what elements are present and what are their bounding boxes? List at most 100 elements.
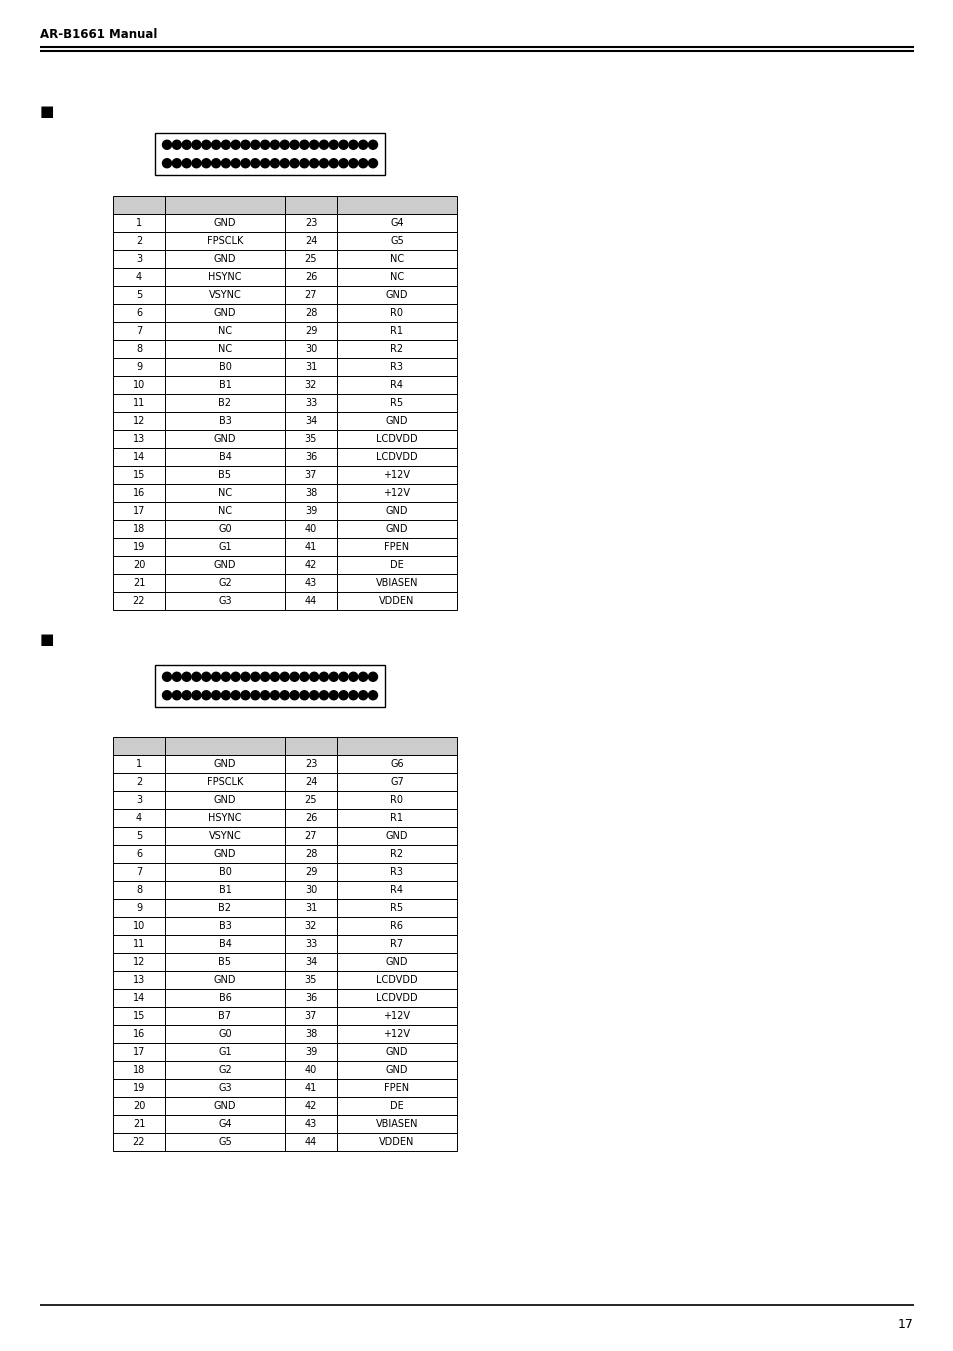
- Circle shape: [162, 158, 172, 168]
- Bar: [336, 755, 456, 773]
- Circle shape: [172, 158, 181, 168]
- Circle shape: [212, 141, 220, 149]
- Circle shape: [172, 141, 181, 149]
- Circle shape: [310, 690, 318, 700]
- Bar: [336, 358, 456, 376]
- Bar: [285, 358, 336, 376]
- Text: 15: 15: [132, 1011, 145, 1021]
- Text: GND: GND: [213, 975, 236, 985]
- Text: G6: G6: [390, 759, 403, 769]
- Bar: [112, 557, 165, 574]
- Text: 30: 30: [305, 345, 316, 354]
- Circle shape: [280, 141, 289, 149]
- Text: 12: 12: [132, 957, 145, 967]
- Text: G1: G1: [218, 542, 232, 553]
- Text: 6: 6: [135, 848, 142, 859]
- Circle shape: [310, 673, 318, 681]
- Circle shape: [212, 690, 220, 700]
- Text: 18: 18: [132, 1065, 145, 1075]
- Bar: [336, 917, 456, 935]
- Circle shape: [338, 673, 348, 681]
- Bar: [112, 1115, 165, 1133]
- Bar: [165, 863, 285, 881]
- Circle shape: [290, 141, 298, 149]
- Circle shape: [270, 690, 279, 700]
- Text: VSYNC: VSYNC: [209, 290, 241, 300]
- Text: 19: 19: [132, 542, 145, 553]
- Circle shape: [260, 141, 270, 149]
- Text: G5: G5: [390, 236, 403, 246]
- Bar: [165, 1097, 285, 1115]
- Text: G7: G7: [390, 777, 403, 788]
- Text: B5: B5: [218, 957, 232, 967]
- Bar: [285, 773, 336, 790]
- Bar: [112, 1097, 165, 1115]
- Text: B5: B5: [218, 470, 232, 480]
- Bar: [112, 574, 165, 592]
- Bar: [336, 790, 456, 809]
- Text: GND: GND: [213, 254, 236, 263]
- Circle shape: [338, 158, 348, 168]
- Bar: [285, 755, 336, 773]
- Bar: [336, 449, 456, 466]
- Text: 5: 5: [135, 290, 142, 300]
- Text: GND: GND: [385, 290, 408, 300]
- Text: G5: G5: [218, 1138, 232, 1147]
- Bar: [165, 503, 285, 520]
- Text: +12V: +12V: [383, 470, 410, 480]
- Text: 1: 1: [135, 218, 142, 228]
- Bar: [112, 213, 165, 232]
- Text: LCDVDD: LCDVDD: [375, 975, 417, 985]
- Circle shape: [358, 141, 367, 149]
- Text: VSYNC: VSYNC: [209, 831, 241, 842]
- Circle shape: [221, 673, 230, 681]
- Text: R2: R2: [390, 848, 403, 859]
- Bar: [285, 449, 336, 466]
- Text: 17: 17: [132, 1047, 145, 1056]
- Bar: [112, 449, 165, 466]
- Text: B1: B1: [218, 885, 232, 894]
- Text: 40: 40: [305, 524, 316, 534]
- Circle shape: [358, 158, 367, 168]
- Text: 40: 40: [305, 1065, 316, 1075]
- Text: 4: 4: [135, 272, 142, 282]
- Circle shape: [192, 690, 201, 700]
- Bar: [336, 1006, 456, 1025]
- Text: R1: R1: [390, 326, 403, 336]
- Circle shape: [368, 158, 377, 168]
- Text: 3: 3: [135, 254, 142, 263]
- Bar: [165, 322, 285, 340]
- Text: 28: 28: [305, 848, 316, 859]
- Circle shape: [201, 141, 211, 149]
- Bar: [285, 935, 336, 952]
- Text: 4: 4: [135, 813, 142, 823]
- Text: NC: NC: [390, 254, 404, 263]
- Bar: [165, 809, 285, 827]
- Bar: [336, 738, 456, 755]
- Circle shape: [280, 158, 289, 168]
- Text: LCDVDD: LCDVDD: [375, 453, 417, 462]
- Circle shape: [212, 158, 220, 168]
- Text: 10: 10: [132, 380, 145, 390]
- Bar: [336, 827, 456, 844]
- Text: ■: ■: [40, 104, 54, 119]
- Bar: [285, 1006, 336, 1025]
- Bar: [112, 971, 165, 989]
- Bar: [285, 503, 336, 520]
- Bar: [336, 250, 456, 267]
- Bar: [112, 1043, 165, 1061]
- Text: 9: 9: [135, 362, 142, 372]
- Bar: [336, 196, 456, 213]
- Bar: [285, 1097, 336, 1115]
- Bar: [336, 1043, 456, 1061]
- Bar: [336, 952, 456, 971]
- Circle shape: [201, 158, 211, 168]
- Text: 27: 27: [304, 831, 317, 842]
- Text: GND: GND: [385, 1065, 408, 1075]
- Bar: [336, 520, 456, 538]
- Text: GND: GND: [385, 416, 408, 426]
- Text: 35: 35: [305, 434, 316, 444]
- Text: R4: R4: [390, 885, 403, 894]
- Text: 1: 1: [135, 759, 142, 769]
- Circle shape: [162, 673, 172, 681]
